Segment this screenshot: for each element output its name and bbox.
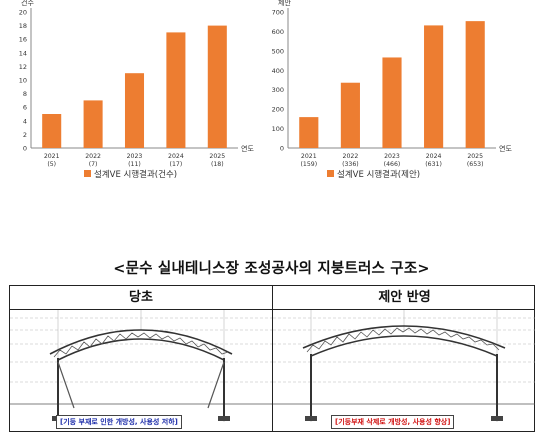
x-tick-label: 2021 — [44, 153, 60, 160]
x-tick-sublabel: (631) — [425, 161, 442, 168]
x-tick-sublabel: (18) — [211, 161, 224, 168]
y-tick-label: 14 — [19, 49, 27, 57]
comparison-table: 당초 제안 반영 [기둥 부재로 인한 개방성, 사용성 저하 — [9, 285, 535, 432]
x-tick-sublabel: (653) — [467, 161, 484, 168]
y-tick-label: 400 — [272, 67, 284, 75]
x-tick-label: 2023 — [127, 153, 143, 160]
figure-caption: <문수 실내테니스장 조성공사의 지붕트러스 구조> — [113, 261, 430, 277]
bar-2021 — [42, 114, 62, 148]
column-divider — [272, 286, 273, 432]
legend-label: 설계VE 시행결과(제안) — [337, 169, 420, 180]
chart-proposal: 제안연도01002003004005006007002021(159)2022(… — [272, 0, 513, 180]
y-tick-label: 700 — [272, 9, 284, 17]
x-tick-sublabel: (5) — [47, 161, 56, 168]
bar-2025 — [465, 21, 485, 149]
truss-without-columns-diagram — [273, 310, 535, 422]
y-tick-label: 0 — [23, 145, 27, 153]
proposal-note: [기둥부재 삭제로 개방성, 사용성 향상] — [331, 415, 455, 429]
chart-count: 건수연도024681012141618202021(5)2022(7)2023(… — [19, 0, 255, 180]
legend-swatch — [327, 170, 334, 177]
bar-2023 — [124, 73, 145, 148]
truss-with-columns-diagram — [10, 310, 272, 422]
x-tick-label: 2022 — [85, 153, 101, 160]
header-proposal: 제안 반영 — [378, 290, 431, 305]
x-tick-sublabel: (466) — [384, 161, 401, 168]
y-tick-label: 500 — [272, 47, 284, 55]
y-tick-label: 20 — [19, 9, 27, 17]
y-tick-label: 200 — [272, 106, 284, 114]
x-tick-label: 2021 — [301, 153, 317, 160]
x-tick-sublabel: (7) — [89, 161, 98, 168]
bar-2022 — [83, 100, 103, 148]
y-tick-label: 2 — [23, 131, 27, 139]
x-tick-sublabel: (11) — [128, 161, 141, 168]
original-truss-drawing: [기둥 부재로 인한 개방성, 사용성 저하] — [10, 310, 272, 432]
y-tick-label: 16 — [19, 36, 27, 44]
y-tick-label: 18 — [19, 22, 27, 30]
y-axis-title: 건수 — [21, 0, 34, 7]
x-tick-sublabel: (336) — [342, 161, 359, 168]
y-tick-label: 0 — [280, 145, 284, 153]
bar-2025 — [207, 25, 227, 149]
bar-2023 — [382, 57, 402, 148]
x-axis-title: 연도 — [499, 145, 512, 153]
legend-label: 설계VE 시행결과(건수) — [94, 169, 177, 180]
y-tick-label: 10 — [19, 77, 27, 85]
proposal-truss-drawing: [기둥부재 삭제로 개방성, 사용성 향상] — [273, 310, 535, 432]
header-original: 당초 — [10, 286, 273, 309]
x-tick-label: 2025 — [467, 153, 483, 160]
y-tick-label: 8 — [23, 90, 27, 98]
bar-2022 — [340, 82, 360, 148]
y-tick-label: 12 — [19, 63, 27, 71]
y-tick-label: 300 — [272, 86, 284, 94]
y-axis-title: 제안 — [278, 0, 291, 7]
x-tick-label: 2025 — [209, 153, 225, 160]
bar-2021 — [299, 117, 319, 148]
y-tick-label: 4 — [23, 117, 27, 125]
legend-swatch — [84, 170, 91, 177]
x-tick-label: 2024 — [426, 153, 442, 160]
x-axis-title: 연도 — [241, 145, 254, 153]
bar-2024 — [424, 25, 444, 148]
x-tick-label: 2023 — [384, 153, 400, 160]
y-tick-label: 100 — [272, 125, 284, 133]
bar-2024 — [166, 32, 186, 148]
y-tick-label: 600 — [272, 28, 284, 36]
original-note: [기둥 부재로 인한 개방성, 사용성 저하] — [56, 415, 182, 429]
x-tick-sublabel: (17) — [170, 161, 183, 168]
x-tick-label: 2024 — [168, 153, 184, 160]
x-tick-label: 2022 — [343, 153, 359, 160]
y-tick-label: 6 — [23, 104, 27, 112]
x-tick-sublabel: (159) — [300, 161, 317, 168]
